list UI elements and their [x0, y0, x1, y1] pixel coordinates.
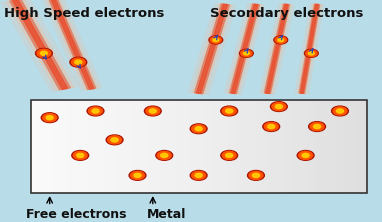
Circle shape — [190, 124, 207, 134]
FancyArrow shape — [192, 4, 232, 94]
Bar — [31, 100, 367, 193]
Circle shape — [332, 106, 348, 116]
Circle shape — [108, 136, 121, 144]
FancyArrow shape — [231, 4, 257, 93]
Text: Secondary electrons: Secondary electrons — [210, 7, 363, 20]
Circle shape — [73, 151, 87, 159]
FancyArrow shape — [6, 0, 74, 90]
Circle shape — [37, 49, 51, 57]
FancyArrow shape — [264, 4, 290, 93]
Circle shape — [222, 151, 236, 159]
Circle shape — [310, 123, 324, 131]
Circle shape — [222, 107, 236, 115]
Circle shape — [253, 173, 259, 177]
Circle shape — [333, 107, 347, 115]
FancyArrow shape — [47, 0, 98, 90]
Circle shape — [226, 153, 233, 157]
Circle shape — [243, 52, 249, 55]
FancyArrow shape — [43, 0, 102, 90]
FancyArrow shape — [194, 4, 230, 94]
FancyArrow shape — [197, 4, 227, 93]
FancyArrow shape — [295, 4, 324, 94]
Circle shape — [264, 123, 278, 131]
Circle shape — [71, 58, 85, 66]
FancyArrow shape — [10, 0, 70, 90]
FancyArrow shape — [298, 4, 321, 93]
Circle shape — [157, 151, 171, 159]
Circle shape — [106, 135, 123, 145]
Circle shape — [192, 171, 206, 179]
Circle shape — [241, 50, 252, 57]
Circle shape — [272, 103, 286, 111]
Circle shape — [134, 173, 141, 177]
FancyArrow shape — [225, 4, 264, 94]
FancyArrow shape — [260, 4, 294, 94]
FancyArrow shape — [52, 0, 94, 89]
Circle shape — [213, 38, 219, 42]
FancyArrow shape — [228, 4, 261, 94]
Circle shape — [195, 127, 202, 131]
Circle shape — [210, 37, 222, 43]
Circle shape — [268, 125, 275, 129]
Circle shape — [226, 109, 233, 113]
Circle shape — [249, 171, 263, 179]
Circle shape — [337, 109, 343, 113]
FancyArrow shape — [299, 4, 320, 93]
Circle shape — [190, 170, 207, 180]
FancyArrow shape — [262, 4, 291, 94]
Circle shape — [87, 106, 104, 116]
Circle shape — [248, 170, 264, 180]
Circle shape — [275, 105, 282, 109]
FancyArrow shape — [49, 0, 96, 89]
Circle shape — [89, 107, 102, 115]
Circle shape — [75, 60, 82, 64]
Circle shape — [299, 151, 312, 159]
FancyArrow shape — [266, 4, 288, 93]
Circle shape — [36, 48, 52, 58]
Circle shape — [156, 151, 173, 160]
Circle shape — [304, 49, 318, 57]
Circle shape — [146, 107, 160, 115]
Circle shape — [144, 106, 161, 116]
FancyArrow shape — [188, 3, 236, 94]
Circle shape — [297, 151, 314, 160]
Text: Metal: Metal — [146, 208, 186, 221]
Circle shape — [240, 49, 253, 57]
Circle shape — [192, 125, 206, 133]
FancyArrow shape — [2, 0, 79, 91]
Circle shape — [41, 113, 58, 123]
Circle shape — [40, 51, 47, 55]
Circle shape — [43, 114, 57, 122]
FancyArrow shape — [13, 0, 68, 89]
Text: Free electrons: Free electrons — [26, 208, 127, 221]
Circle shape — [314, 125, 320, 129]
Circle shape — [274, 36, 288, 44]
Circle shape — [221, 106, 238, 116]
Circle shape — [129, 170, 146, 180]
Circle shape — [209, 36, 223, 44]
Text: High Speed electrons: High Speed electrons — [4, 7, 164, 20]
Circle shape — [131, 171, 144, 179]
Circle shape — [46, 116, 53, 120]
Circle shape — [275, 37, 286, 43]
Circle shape — [161, 153, 168, 157]
Circle shape — [308, 52, 314, 55]
Circle shape — [92, 109, 99, 113]
Circle shape — [270, 102, 287, 111]
Circle shape — [72, 151, 89, 160]
Circle shape — [302, 153, 309, 157]
FancyArrow shape — [301, 4, 318, 93]
Circle shape — [309, 122, 325, 131]
Circle shape — [111, 138, 118, 142]
Circle shape — [221, 151, 238, 160]
Circle shape — [306, 50, 317, 57]
Circle shape — [70, 57, 87, 67]
Circle shape — [195, 173, 202, 177]
Circle shape — [77, 153, 84, 157]
Circle shape — [149, 109, 156, 113]
Circle shape — [278, 38, 284, 42]
Circle shape — [263, 122, 280, 131]
FancyArrow shape — [230, 4, 259, 93]
